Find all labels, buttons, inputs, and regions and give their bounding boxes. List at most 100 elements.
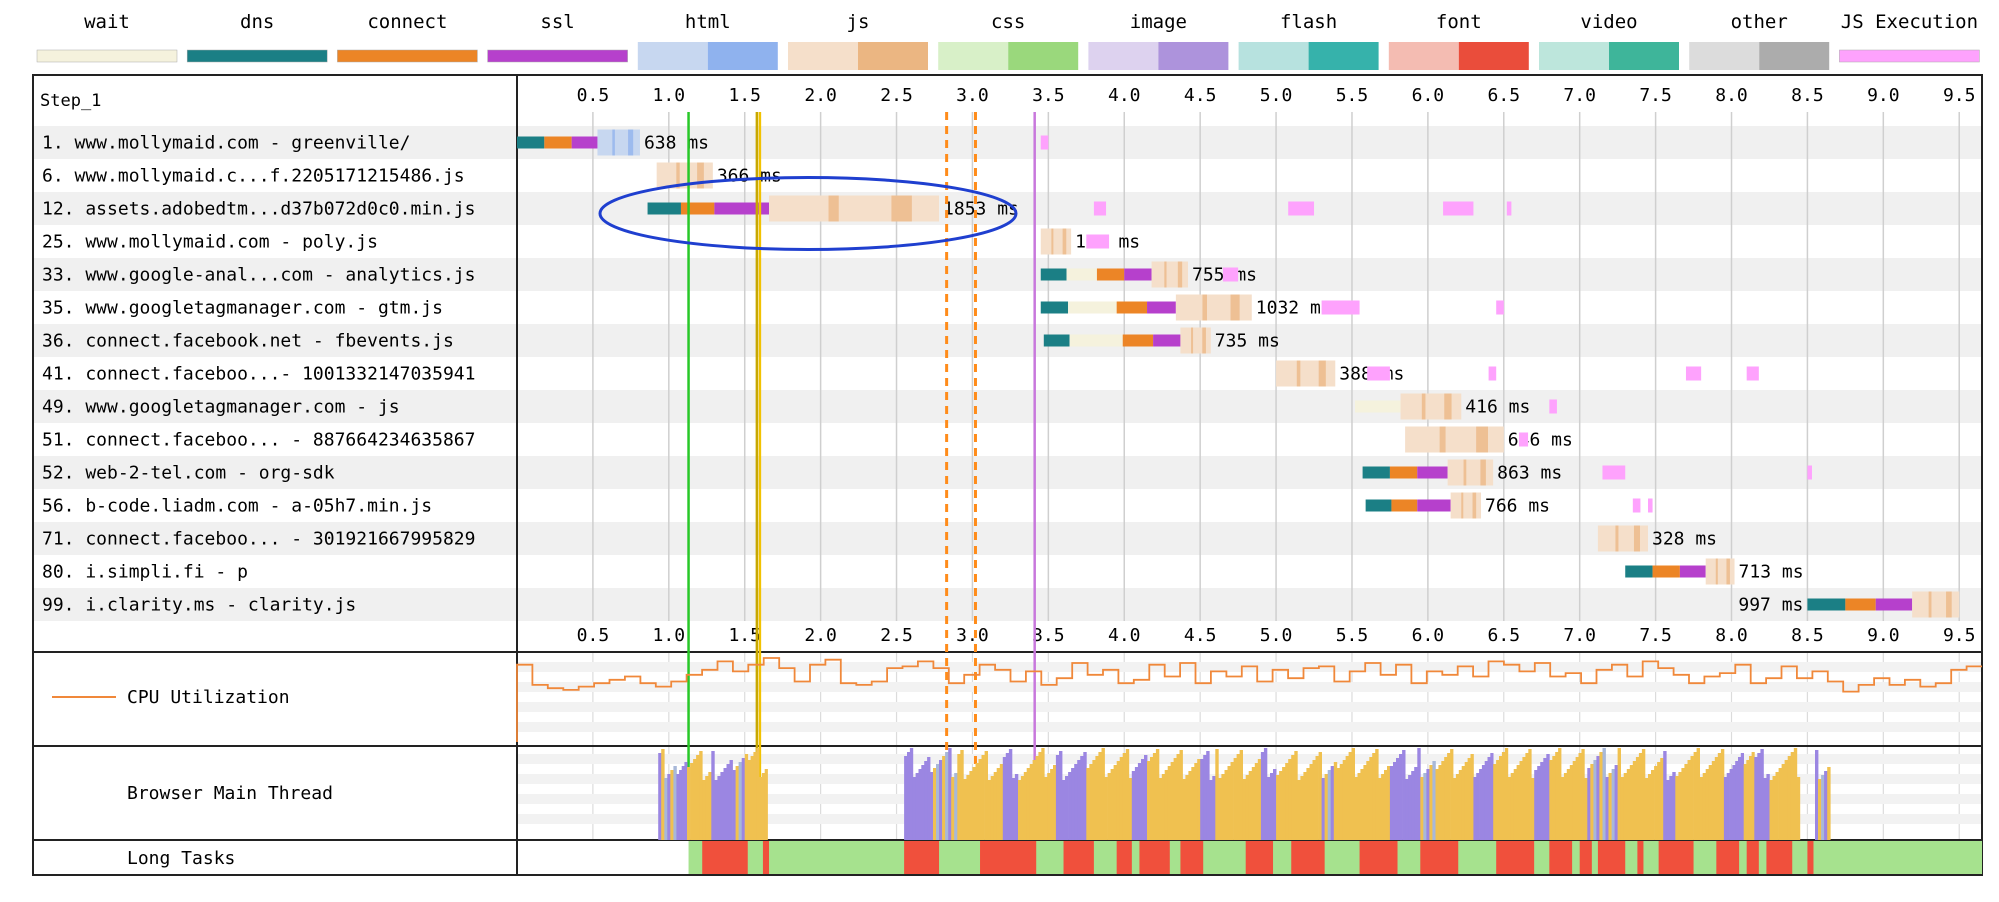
main-thread-activity xyxy=(723,768,727,840)
main-thread-activity xyxy=(1315,756,1319,840)
main-thread-activity xyxy=(1011,778,1016,840)
main-thread-activity xyxy=(1257,759,1262,840)
main-thread-activity xyxy=(705,776,709,840)
bar-dns xyxy=(647,202,681,215)
main-thread-activity xyxy=(673,766,677,840)
main-thread-activity xyxy=(1684,764,1688,840)
x-tick-label-top: 1.5 xyxy=(728,85,761,106)
bar-download-js xyxy=(1180,327,1211,354)
main-thread-activity xyxy=(1026,768,1030,840)
main-thread-activity xyxy=(1726,773,1730,840)
x-tick-label-bottom: 3.0 xyxy=(956,625,989,646)
main-thread-activity xyxy=(1566,769,1571,840)
legend-swatch-html-light xyxy=(637,42,708,70)
legend-swatch-video-dark xyxy=(1609,42,1679,70)
main-thread-activity xyxy=(1499,756,1503,840)
main-thread-activity xyxy=(1746,760,1750,840)
request-duration: 366 ms xyxy=(717,166,782,187)
main-thread-activity xyxy=(1327,770,1332,840)
main-thread-activity xyxy=(927,757,931,840)
x-tick-label-bottom: 1.5 xyxy=(728,625,761,646)
x-tick-label-top: 9.5 xyxy=(1943,85,1976,106)
request-label: 1. www.mollymaid.com - greenville/ xyxy=(42,133,410,154)
bar-wait xyxy=(1355,400,1401,413)
main-thread-activity xyxy=(1387,766,1391,840)
outer-border xyxy=(32,74,1983,876)
js-execution-mark xyxy=(1496,300,1504,315)
row-stripe xyxy=(33,192,1982,225)
main-thread-activity xyxy=(1107,773,1111,840)
main-thread-activity xyxy=(1473,777,1477,840)
main-thread-activity xyxy=(1086,768,1090,840)
main-thread-activity xyxy=(1590,764,1594,840)
main-thread-activity xyxy=(1504,748,1509,840)
request-label: 52. web-2-tel.com - org-sdk xyxy=(42,463,335,484)
bar-dns xyxy=(1040,301,1069,314)
bar-connect xyxy=(1652,565,1680,578)
main-thread-activity xyxy=(1464,762,1468,840)
main-thread-activity xyxy=(1743,764,1747,840)
x-tick-label-top: 5.5 xyxy=(1336,85,1369,106)
main-thread-activity xyxy=(1150,757,1154,840)
main-thread-activity xyxy=(1635,757,1640,840)
main-thread-activity xyxy=(1827,767,1831,840)
bar-download-chunk xyxy=(628,129,634,156)
main-thread-activity xyxy=(984,751,988,840)
main-thread-activity xyxy=(753,752,757,840)
main-thread-activity xyxy=(1411,771,1415,840)
main-thread-activity xyxy=(1435,769,1439,840)
legend-label-js: js xyxy=(847,11,870,33)
x-tick-label-bottom: 4.5 xyxy=(1184,625,1217,646)
js-execution-mark xyxy=(1443,201,1474,216)
long-task-block xyxy=(762,841,770,874)
main-thread-activity xyxy=(1122,753,1127,840)
main-thread-activity xyxy=(1611,769,1615,840)
highlight-annotation xyxy=(598,176,1018,251)
js-execution-mark xyxy=(1549,399,1557,414)
bar-download-js xyxy=(1151,261,1189,288)
row-stripe xyxy=(33,225,1982,258)
bar-download-chunk xyxy=(1715,558,1718,585)
bar-ssl xyxy=(1417,466,1448,479)
main-thread-activity xyxy=(1558,748,1562,840)
legend-swatch-connect xyxy=(337,49,478,63)
main-thread-activity xyxy=(1312,760,1316,840)
legend-label-font: font xyxy=(1436,11,1482,33)
main-thread-activity xyxy=(1584,778,1588,840)
main-thread-activity xyxy=(1723,777,1728,840)
main-thread-activity xyxy=(960,750,964,840)
main-thread-activity xyxy=(1660,758,1664,840)
main-thread-activity xyxy=(1540,762,1544,840)
main-thread-activity xyxy=(1104,777,1108,840)
main-thread-activity xyxy=(1687,760,1691,840)
main-thread-activity xyxy=(936,764,940,840)
main-thread-activity xyxy=(1176,754,1180,840)
main-thread-activity xyxy=(1233,758,1237,840)
long-task-block xyxy=(1139,841,1170,874)
main-thread-activity xyxy=(1654,766,1658,840)
row-stripe xyxy=(33,390,1982,423)
bar-download-js xyxy=(1450,492,1482,519)
main-thread-activity xyxy=(708,772,712,840)
js-execution-mark xyxy=(1506,201,1512,216)
row-stripe xyxy=(33,588,1982,621)
main-thread-activity xyxy=(1230,762,1234,840)
legend-swatch-js-execution xyxy=(1839,49,1980,63)
main-thread-activity xyxy=(684,762,688,840)
main-thread-activity xyxy=(1693,752,1697,840)
bar-download-chunk xyxy=(1615,525,1619,552)
legend-label-other: other xyxy=(1731,11,1788,33)
main-thread-activity xyxy=(1044,777,1048,840)
main-thread-activity xyxy=(1414,767,1418,840)
legend-swatch-other-light xyxy=(1689,42,1760,70)
main-thread-activity xyxy=(1444,757,1448,840)
bar-download-chunk xyxy=(1461,492,1464,519)
main-thread-activity xyxy=(761,773,766,840)
main-thread-activity xyxy=(1351,748,1355,840)
bar-connect xyxy=(1116,301,1148,314)
main-thread-activity xyxy=(1405,779,1409,840)
main-thread-activity xyxy=(1200,759,1204,840)
main-thread-stripe xyxy=(517,754,1982,764)
main-thread-activity xyxy=(1645,778,1649,840)
